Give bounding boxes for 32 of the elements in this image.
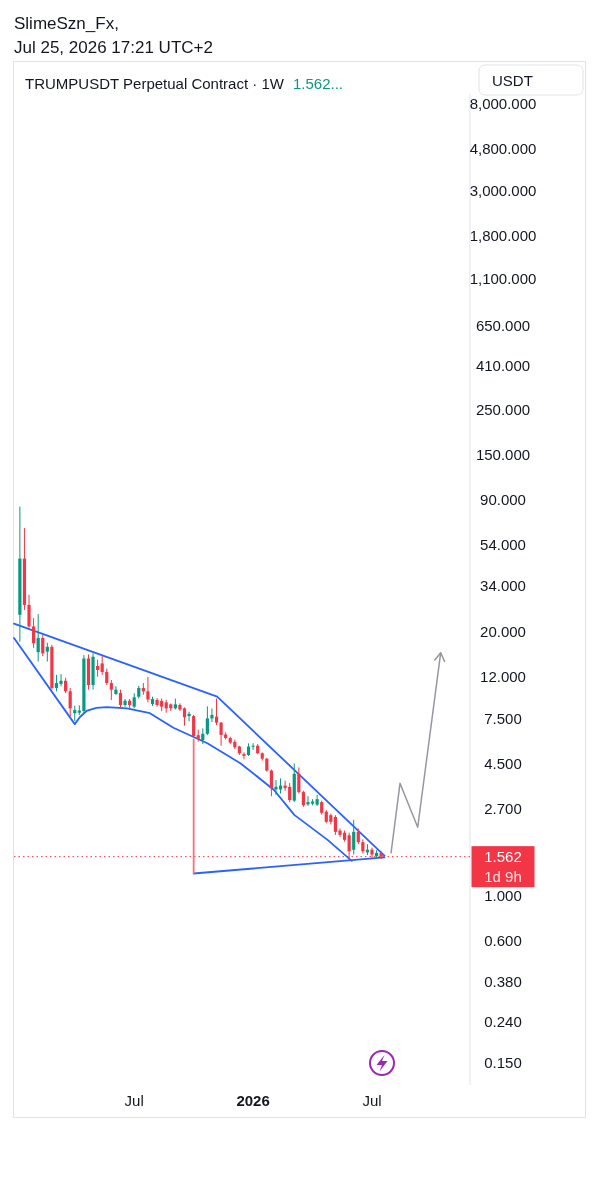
y-axis-title: USDT <box>492 72 533 89</box>
x-tick-label: Jul <box>362 1092 382 1109</box>
y-tick-label: 0.380 <box>484 972 522 990</box>
y-tick-label: 410.000 <box>475 357 531 375</box>
x-tick-label: 2026 <box>236 1092 270 1109</box>
y-tick-label: 4.500 <box>484 754 522 772</box>
y-tick-label: 250.000 <box>475 400 531 418</box>
y-tick-label: 0.600 <box>484 932 522 950</box>
y-tick-label: 12.000 <box>480 668 526 686</box>
x-tick-label: Jul <box>124 1092 144 1109</box>
text: Jul 25, 2026 17:21 UTC+2 <box>14 37 213 57</box>
y-tick-label: 3,000.000 <box>469 181 537 199</box>
y-tick-label: 0.240 <box>484 1013 522 1030</box>
y-tick-label: 650.000 <box>475 316 531 334</box>
y-tick-label: 54.000 <box>480 535 526 553</box>
y-tick-label: 2.700 <box>484 799 522 817</box>
text: SlimeSzn_Fx, <box>14 14 119 33</box>
y-tick-label: 150.000 <box>475 445 531 463</box>
y-tick-label: 1,800.000 <box>469 226 537 244</box>
y-tick-label: 34.000 <box>480 576 526 594</box>
ref-line-label: 1.562 <box>484 848 522 866</box>
chart-title: TRUMPUSDT Perpetual Contract · 1W <box>25 75 285 92</box>
y-tick-label: 1,100.000 <box>469 270 537 288</box>
y-tick-label: 8,000.000 <box>469 95 537 113</box>
y-tick-label: 4,800.000 <box>469 140 537 158</box>
text: 1d 9h <box>484 868 522 886</box>
y-tick-label: 1.000 <box>484 887 522 905</box>
y-tick-label: 7.500 <box>484 709 522 727</box>
chart-subtitle: 1.562... <box>292 75 344 92</box>
y-tick-label: 0.150 <box>484 1054 522 1072</box>
y-tick-label: 90.000 <box>480 490 526 508</box>
y-tick-label: 20.000 <box>480 623 526 641</box>
